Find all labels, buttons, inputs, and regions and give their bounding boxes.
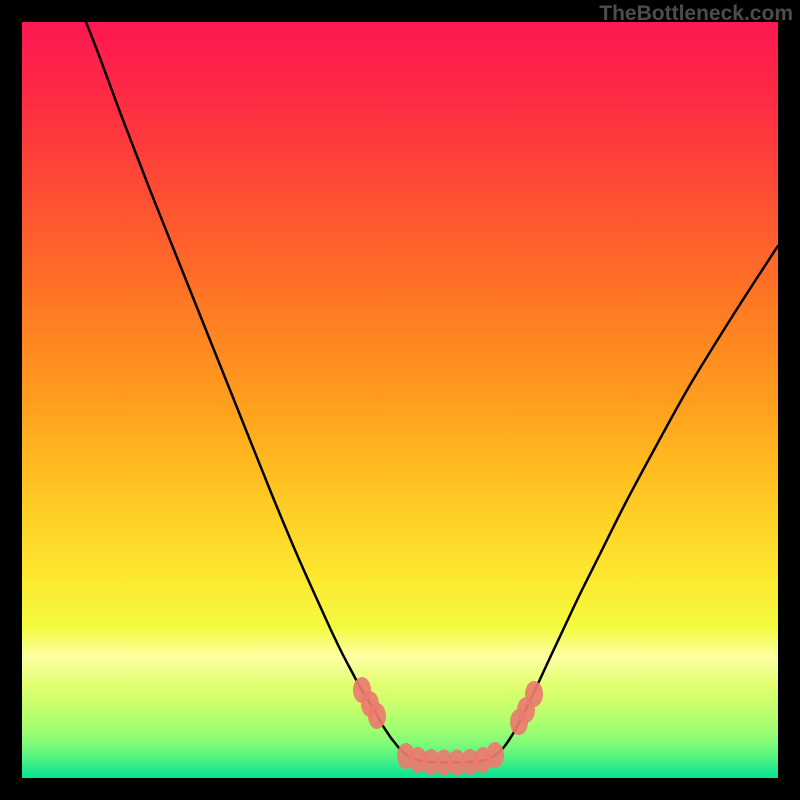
chart-container: TheBottleneck.com bbox=[0, 0, 800, 800]
chart-background bbox=[0, 0, 800, 800]
watermark-text: TheBottleneck.com bbox=[599, 2, 793, 26]
